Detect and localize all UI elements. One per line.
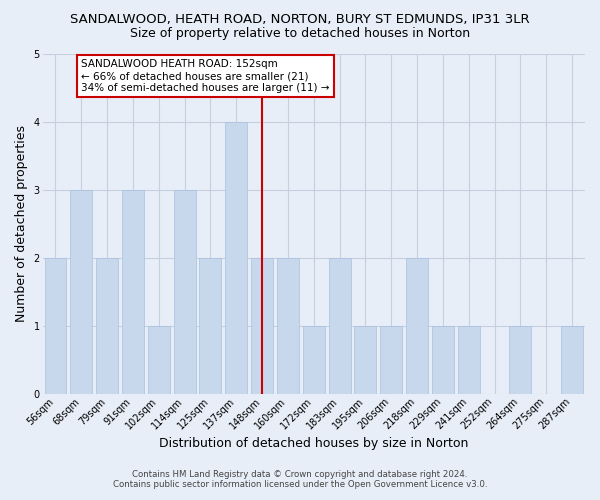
Bar <box>148 326 170 394</box>
Bar <box>173 190 196 394</box>
Text: Size of property relative to detached houses in Norton: Size of property relative to detached ho… <box>130 28 470 40</box>
Bar <box>432 326 454 394</box>
Y-axis label: Number of detached properties: Number of detached properties <box>15 126 28 322</box>
Bar <box>96 258 118 394</box>
Bar <box>303 326 325 394</box>
Bar <box>406 258 428 394</box>
Bar <box>380 326 402 394</box>
Bar <box>226 122 247 394</box>
Bar <box>199 258 221 394</box>
Text: SANDALWOOD HEATH ROAD: 152sqm
← 66% of detached houses are smaller (21)
34% of s: SANDALWOOD HEATH ROAD: 152sqm ← 66% of d… <box>82 60 330 92</box>
Bar <box>277 258 299 394</box>
Bar <box>122 190 144 394</box>
Bar <box>251 258 273 394</box>
Text: Contains HM Land Registry data © Crown copyright and database right 2024.
Contai: Contains HM Land Registry data © Crown c… <box>113 470 487 489</box>
Bar <box>561 326 583 394</box>
Text: SANDALWOOD, HEATH ROAD, NORTON, BURY ST EDMUNDS, IP31 3LR: SANDALWOOD, HEATH ROAD, NORTON, BURY ST … <box>70 12 530 26</box>
Bar <box>329 258 350 394</box>
Bar <box>70 190 92 394</box>
Bar <box>44 258 67 394</box>
Bar <box>509 326 532 394</box>
Bar <box>355 326 376 394</box>
Bar <box>458 326 480 394</box>
X-axis label: Distribution of detached houses by size in Norton: Distribution of detached houses by size … <box>159 437 469 450</box>
